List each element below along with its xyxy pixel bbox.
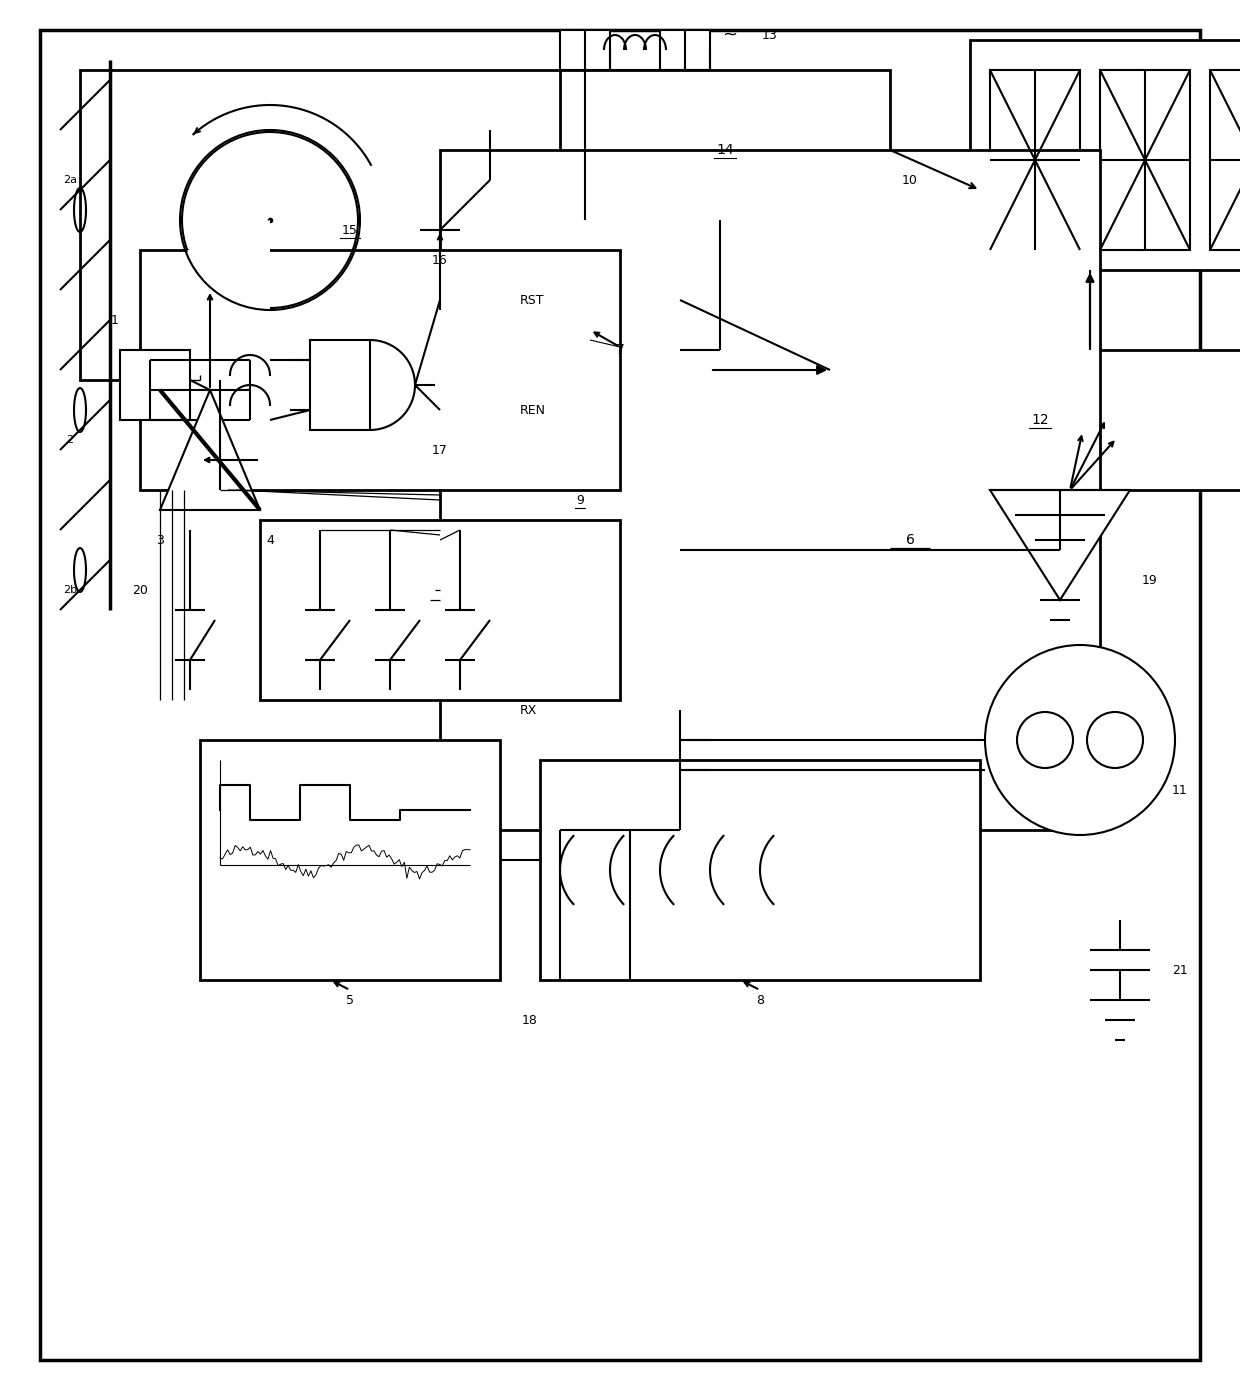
- Circle shape: [985, 645, 1176, 835]
- Text: 18: 18: [522, 1013, 538, 1026]
- Bar: [120, 350, 190, 420]
- Text: 10: 10: [901, 174, 918, 186]
- Bar: [440, 150, 1100, 830]
- Bar: [260, 520, 620, 701]
- Bar: [970, 40, 1240, 270]
- Bar: [660, 31, 711, 70]
- Text: RST: RST: [520, 293, 544, 307]
- Text: 13: 13: [763, 29, 777, 42]
- Text: 17: 17: [432, 443, 448, 456]
- Text: 21: 21: [1172, 963, 1188, 977]
- Text: RX: RX: [520, 703, 537, 716]
- Text: 14: 14: [717, 143, 734, 157]
- Bar: [200, 739, 500, 980]
- Text: 2a: 2a: [63, 175, 77, 185]
- Text: 16: 16: [432, 253, 448, 267]
- Text: 8: 8: [756, 994, 764, 1006]
- Text: 4: 4: [267, 534, 274, 546]
- Text: 2b: 2b: [63, 585, 77, 595]
- Bar: [1210, 70, 1240, 250]
- Bar: [310, 341, 370, 430]
- Text: 5: 5: [346, 994, 353, 1006]
- Bar: [560, 70, 890, 220]
- Text: 11: 11: [1172, 784, 1188, 796]
- Polygon shape: [990, 491, 1130, 600]
- Bar: [140, 250, 620, 491]
- Bar: [1100, 70, 1190, 250]
- Wedge shape: [187, 220, 270, 309]
- Text: 3: 3: [156, 534, 164, 546]
- Text: 6: 6: [905, 532, 914, 548]
- Bar: [81, 70, 600, 379]
- Text: 20: 20: [133, 584, 148, 596]
- Text: REN: REN: [520, 403, 546, 417]
- Bar: [560, 31, 610, 70]
- Polygon shape: [160, 391, 260, 510]
- Bar: [990, 70, 1080, 250]
- Bar: [539, 760, 980, 980]
- Text: 12: 12: [1032, 413, 1049, 427]
- Text: ~: ~: [723, 26, 738, 44]
- Text: 19: 19: [1142, 574, 1158, 587]
- Bar: [830, 350, 1240, 491]
- Text: 15: 15: [342, 224, 358, 236]
- Text: 1: 1: [112, 314, 119, 327]
- Text: 9: 9: [577, 493, 584, 506]
- Text: 7: 7: [615, 343, 625, 357]
- Text: 2: 2: [67, 435, 73, 445]
